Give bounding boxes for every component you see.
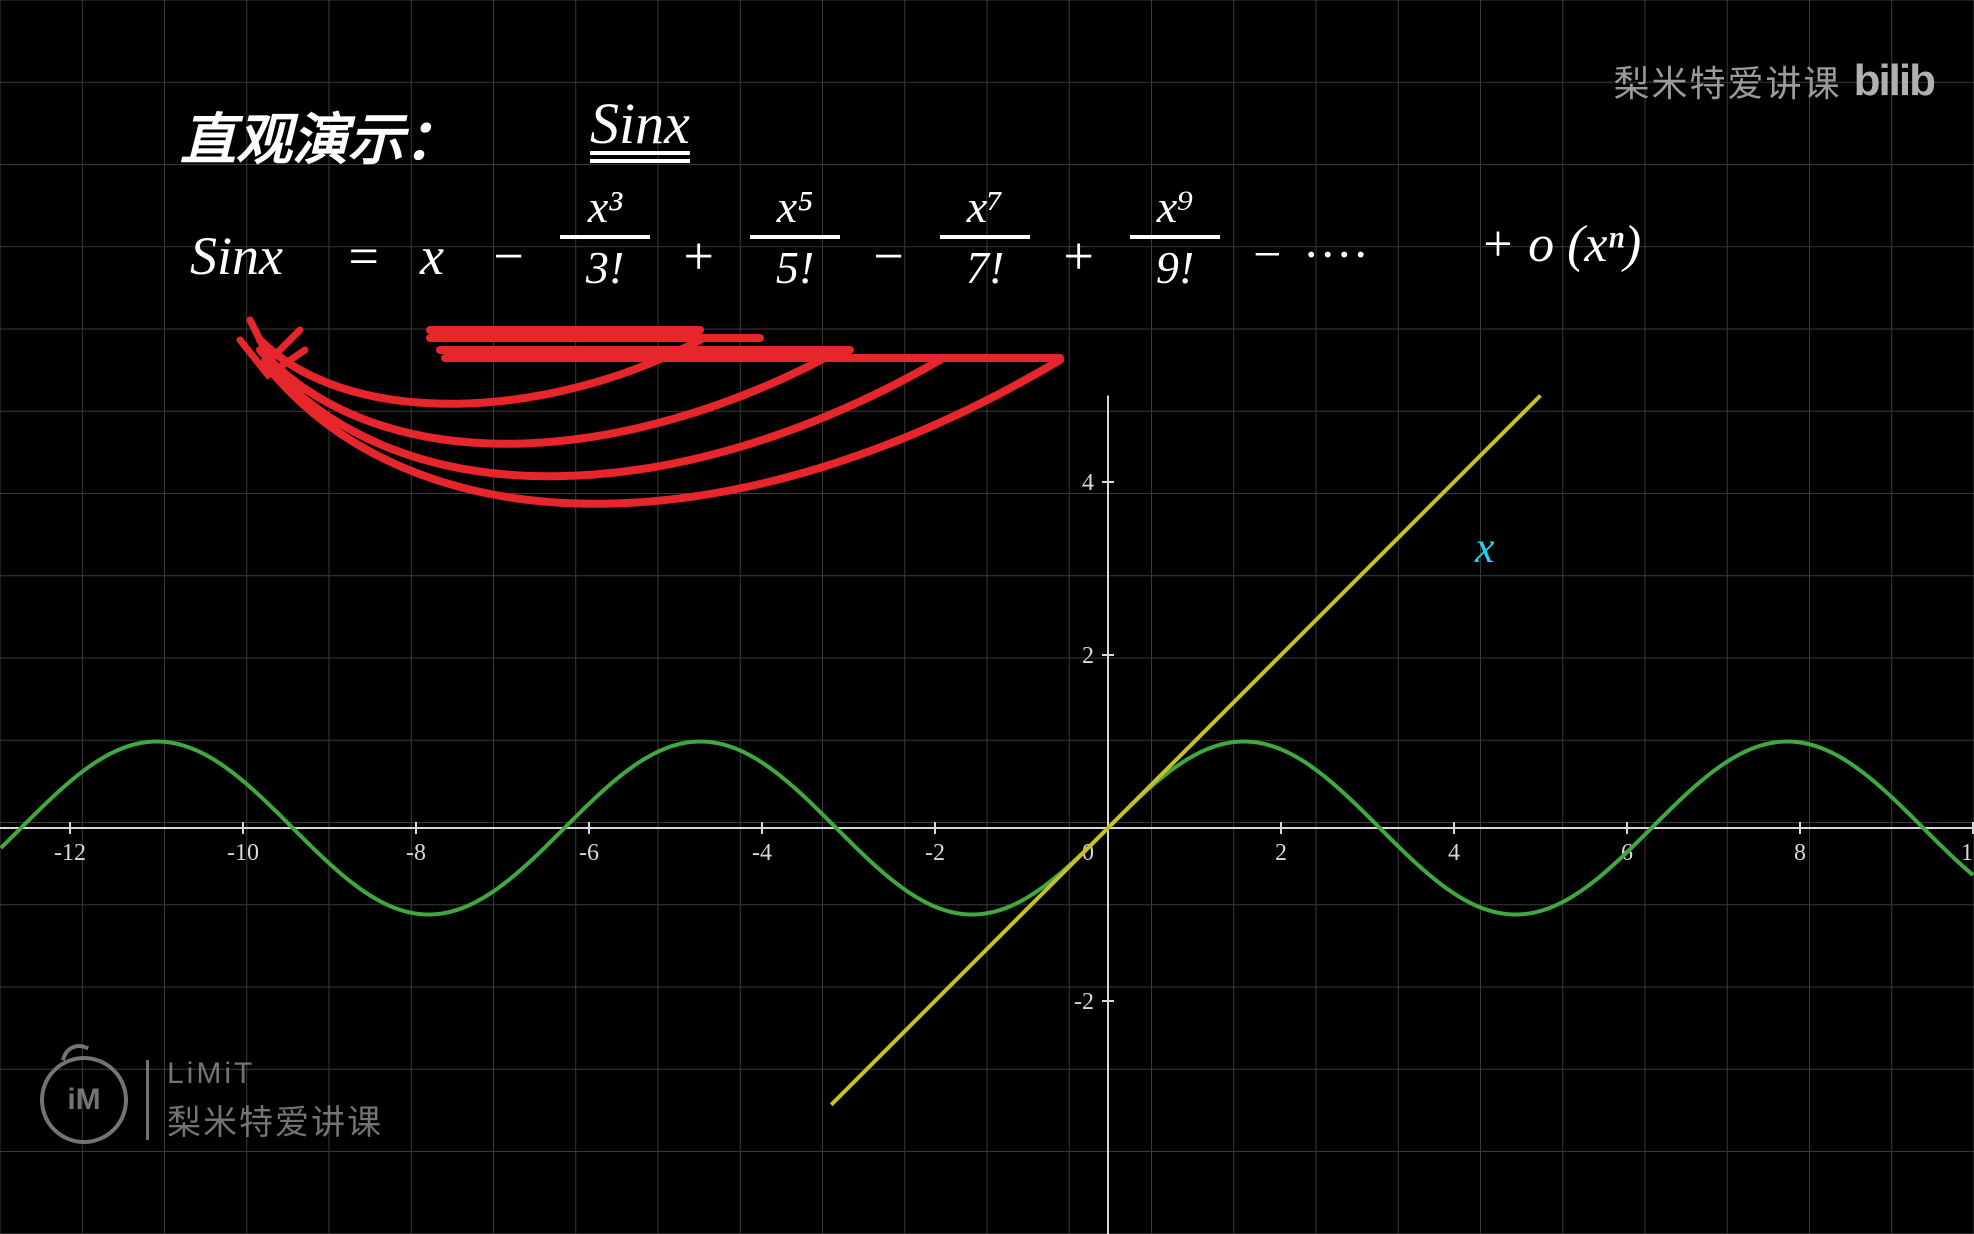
svg-text:8: 8: [1794, 840, 1806, 866]
watermark-bl-cn: 梨米特爱讲课: [167, 1095, 383, 1144]
svg-text:-2: -2: [1074, 989, 1094, 1015]
svg-text:-4: -4: [752, 840, 772, 866]
watermark-separator: [146, 1060, 149, 1140]
watermark-bl-text: LiMiT 梨米特爱讲课: [167, 1057, 383, 1144]
svg-text:2: 2: [1082, 643, 1094, 669]
limit-badge-icon: iM: [40, 1056, 128, 1144]
svg-text:4: 4: [1082, 470, 1094, 496]
svg-text:10: 10: [1961, 840, 1974, 866]
svg-text:-8: -8: [406, 840, 426, 866]
limit-badge-text: iM: [67, 1083, 100, 1117]
watermark-bottom-left: iM LiMiT 梨米特爱讲课: [40, 1056, 383, 1144]
watermark-top-right: 梨米特爱讲课 bilib: [1614, 55, 1934, 107]
watermark-tr-text: 梨米特爱讲课: [1614, 55, 1842, 107]
watermark-bl-en: LiMiT: [167, 1057, 383, 1091]
svg-text:-6: -6: [579, 840, 599, 866]
svg-text:-10: -10: [227, 840, 259, 866]
svg-text:-12: -12: [54, 840, 86, 866]
math-video-frame: 直观演示： Sinx Sinx = x − x³ 3! + x⁵ 5! − x⁷…: [0, 0, 1974, 1234]
svg-text:4: 4: [1448, 840, 1460, 866]
svg-text:-2: -2: [925, 840, 945, 866]
chart-plot: -12-10-8-6-4-20246810-224: [0, 0, 1974, 1234]
svg-text:2: 2: [1275, 840, 1287, 866]
series-label-x: x: [1475, 522, 1495, 573]
bilibili-logo: bilib: [1854, 56, 1934, 106]
